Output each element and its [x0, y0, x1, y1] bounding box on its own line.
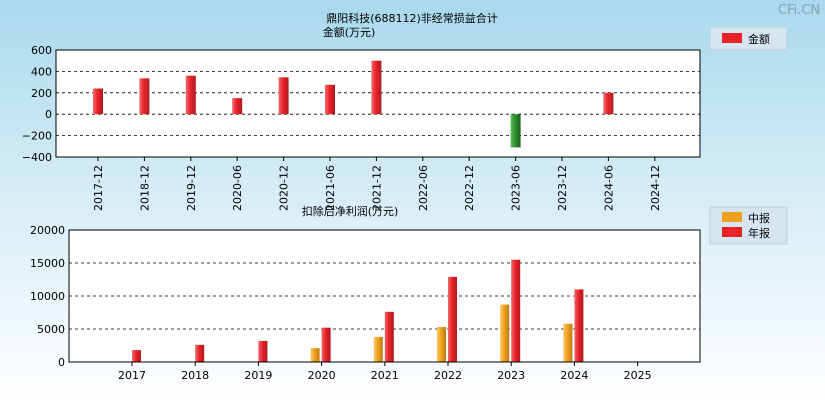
- bar-annual: [511, 259, 521, 362]
- chart2-title: 扣除后净利润(万元): [302, 204, 399, 218]
- chart1-y-ticks: 600 400 200 0 −200 −400: [22, 44, 52, 164]
- y-tick-label: 15000: [30, 257, 65, 270]
- bar: [232, 98, 243, 115]
- y-tick-label: 200: [31, 87, 52, 100]
- x-tick-label: 2019: [244, 369, 272, 382]
- x-tick-label: 2024: [560, 369, 588, 382]
- x-tick-label: 2023-06: [510, 165, 523, 211]
- chart1-legend-label: 金额: [748, 32, 770, 46]
- bar: [510, 114, 521, 148]
- chart1-gridlines: [56, 71, 700, 137]
- chart2-frame: [68, 229, 701, 363]
- y-tick-label: 20000: [30, 224, 65, 237]
- y-tick-label: 0: [58, 356, 65, 369]
- x-tick-label: 2021: [371, 369, 399, 382]
- x-tick-label: 2017: [118, 369, 146, 382]
- chart1-title: 鼎阳科技(688112)非经常损益合计: [326, 11, 498, 25]
- chart1-legend-swatch: [722, 33, 742, 43]
- y-tick-label: −200: [22, 130, 52, 143]
- x-tick-label: 2017-12: [92, 165, 105, 211]
- bar-annual: [132, 350, 141, 362]
- bar: [185, 75, 196, 115]
- bar: [278, 77, 289, 115]
- x-tick-label: 2022-06: [417, 165, 430, 211]
- x-tick-label: 2024-12: [649, 165, 662, 211]
- bar: [325, 84, 335, 115]
- chart2-plot-area: [69, 230, 700, 362]
- bar-interim: [437, 327, 446, 362]
- chart2-bars: [132, 259, 584, 362]
- x-tick-label: 2019-12: [185, 165, 198, 211]
- bar: [139, 78, 150, 115]
- y-tick-label: 400: [31, 65, 52, 78]
- x-tick-label: 2020-12: [278, 165, 291, 211]
- chart1-x-ticks: 2017-12 2018-12 2019-12 2020-06 2020-12 2021-…: [92, 157, 662, 211]
- chart2-legend-label-interim: 中报: [748, 211, 770, 225]
- x-tick-label: 2023-12: [556, 165, 569, 211]
- x-tick-label: 2018: [181, 369, 209, 382]
- chart2-legend-swatch-interim: [722, 212, 742, 222]
- chart2-legend-swatch-annual: [722, 227, 742, 237]
- y-tick-label: 5000: [37, 323, 65, 336]
- x-tick-label: 2018-12: [138, 165, 151, 211]
- x-tick-label: 2022-12: [463, 165, 476, 211]
- y-tick-label: 0: [45, 108, 52, 121]
- bar-annual: [258, 340, 268, 362]
- x-tick-label: 2025: [624, 369, 652, 382]
- bar-annual: [195, 344, 205, 362]
- y-tick-label: 10000: [30, 290, 65, 303]
- chart-2: 扣除后净利润(万元) 20000 15000 10000 5000 0 2017 2018…: [30, 204, 788, 382]
- bar-interim: [500, 304, 510, 362]
- chart-1: 鼎阳科技(688112)非经常损益合计 金额(万元) 600 400 200 0 −20…: [22, 11, 788, 211]
- x-tick-label: 2021-06: [324, 165, 337, 211]
- bar-interim: [563, 323, 573, 362]
- bar-interim: [310, 348, 320, 362]
- bar: [603, 92, 614, 115]
- x-tick-label: 2022: [434, 369, 462, 382]
- bar-annual: [384, 311, 394, 362]
- x-tick-label: 2024-06: [602, 165, 615, 211]
- bar: [371, 60, 382, 115]
- bar: [93, 88, 103, 115]
- x-tick-label: 2021-12: [370, 165, 383, 211]
- chart1-subtitle: 金额(万元): [323, 25, 376, 39]
- chart1-legend: [709, 26, 788, 51]
- y-tick-label: −400: [22, 151, 52, 164]
- chart2-y-ticks: 20000 15000 10000 5000 0: [30, 224, 65, 369]
- chart2-legend-label-annual: 年报: [748, 226, 770, 240]
- x-tick-label: 2023: [497, 369, 525, 382]
- bar-annual: [574, 289, 584, 362]
- chart1-bars: [93, 60, 614, 148]
- watermark: CFi.CN: [778, 3, 820, 18]
- bar-annual: [448, 276, 457, 362]
- chart1-frame: [55, 49, 701, 158]
- bar-interim: [373, 336, 383, 362]
- x-tick-label: 2020-06: [231, 165, 244, 211]
- chart2-x-ticks: 2017 2018 2019 2020 2021 2022 2023 2024 2025: [118, 362, 652, 382]
- y-tick-label: 600: [31, 44, 52, 57]
- x-tick-label: 2020: [308, 369, 336, 382]
- bar-annual: [321, 327, 331, 362]
